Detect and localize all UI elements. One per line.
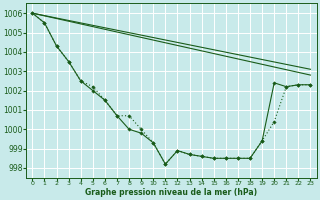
X-axis label: Graphe pression niveau de la mer (hPa): Graphe pression niveau de la mer (hPa) [85,188,258,197]
